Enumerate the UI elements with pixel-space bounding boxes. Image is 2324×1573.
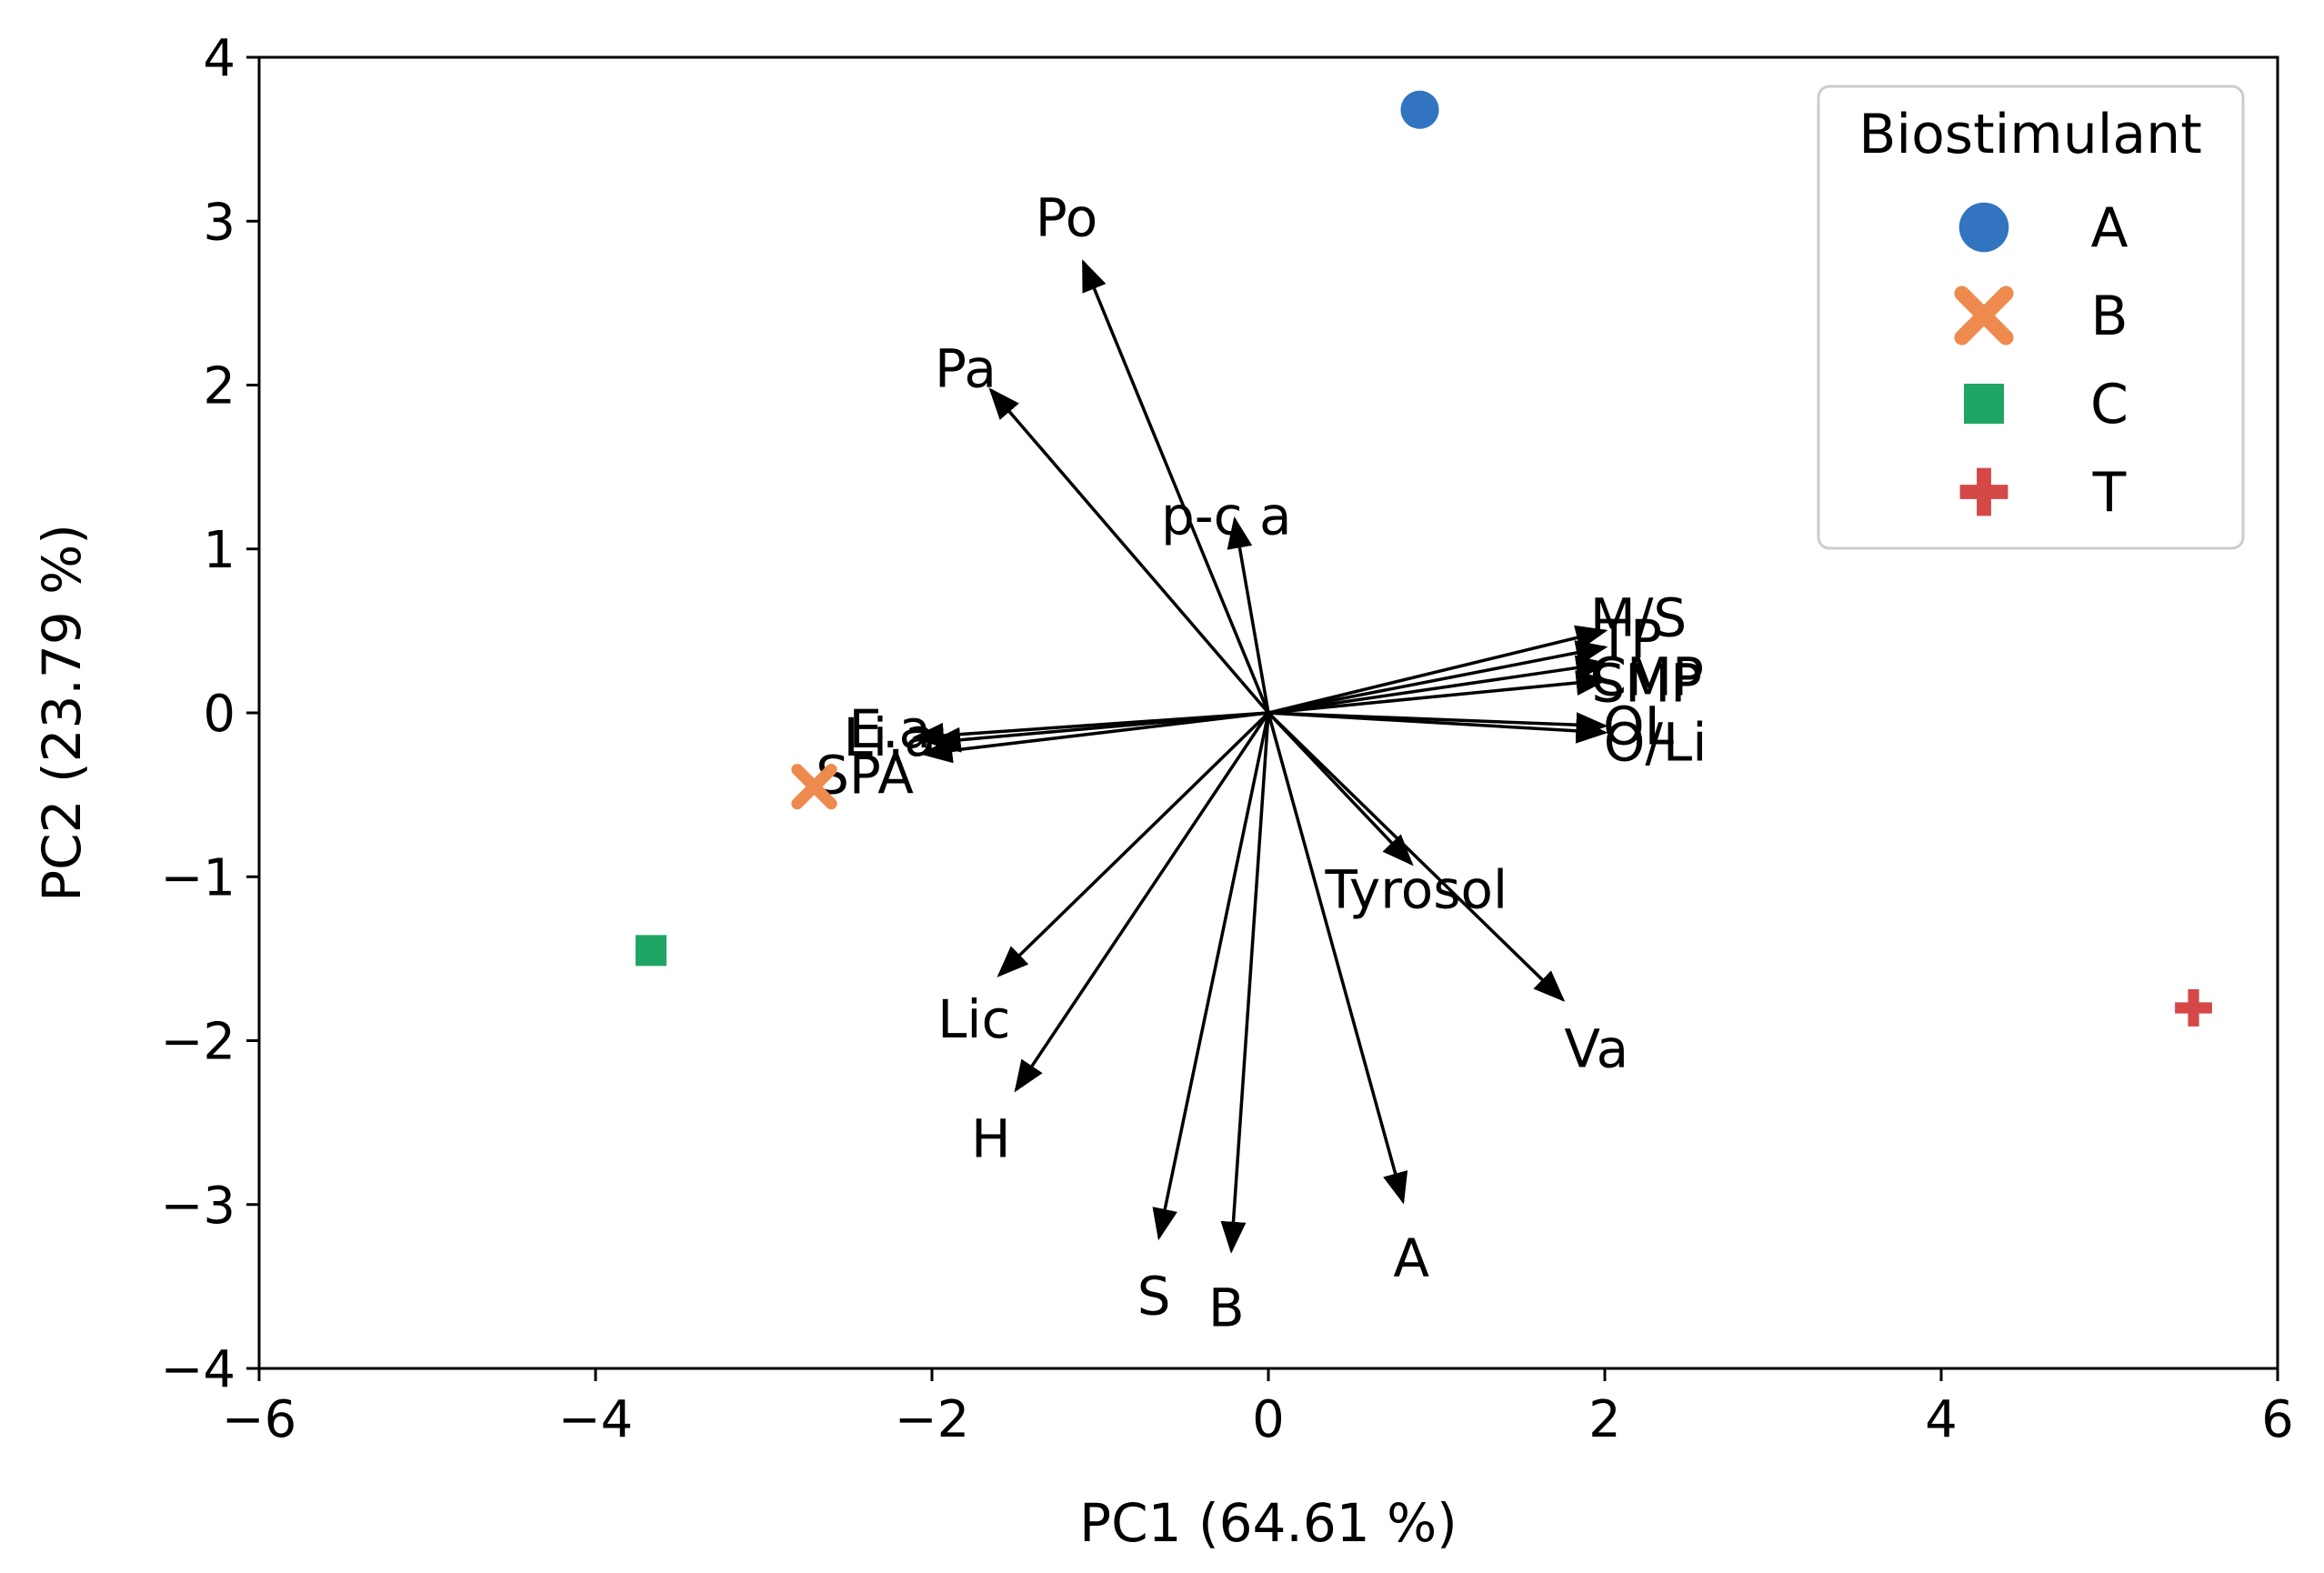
plot-frame [257,55,2279,1370]
loading-label: O/Li [1604,711,1708,773]
x-tick-label: 6 [2261,1390,2294,1449]
y-tick-label: 0 [203,685,235,744]
loading-arrow [1267,711,1608,744]
legend-title: Biostimulant [1858,103,2201,166]
legend-marker-A [1958,202,2009,253]
y-tick-label: 2 [203,357,235,416]
y-axis-label: PC2 (23.79 %) [31,524,93,902]
y-tick-label: −1 [160,848,235,907]
legend-label: T [2092,461,2127,525]
loading-arrow [1267,640,1608,715]
y-tick-label: −4 [160,1340,235,1399]
loading-label: Pa [935,337,997,399]
loading-label: S [1137,1266,1171,1328]
x-axis-ticks: −6 −4 −2 0 2 4 6 [222,1368,2294,1449]
x-axis-label: PC1 (64.61 %) [1079,1492,1458,1554]
y-tick-label: −3 [160,1177,235,1236]
loading-arrow [920,711,1269,764]
loading-label: Lic [937,988,1010,1050]
loading-label: B [1208,1277,1245,1338]
loading-label: SMP [1591,653,1702,715]
score-point-B [791,763,837,810]
score-point-C [636,935,667,967]
x-tick-label: −4 [558,1390,634,1449]
loading-label: M/S [1590,586,1687,648]
loading-arrow [928,711,1269,753]
loading-arrow [997,711,1270,977]
y-tick-label: −2 [160,1013,235,1072]
legend-marker-B [1954,286,2014,346]
loading-label: E.a [848,698,931,760]
legend-box [1817,85,2245,550]
x-tick-label: −2 [895,1390,970,1449]
loading-arrow [1081,259,1270,714]
x-tick-label: 4 [1925,1390,1958,1449]
loading-arrow [1227,516,1270,714]
loading-arrow [1267,655,1608,715]
loading-label: Va [1564,1018,1628,1080]
legend-label: B [2090,285,2128,348]
loading-arrow [988,387,1270,715]
loading-arrow [1152,712,1270,1241]
score-points [636,90,2212,1027]
y-tick-label: 1 [203,521,235,580]
loading-arrow [1267,712,1408,1205]
legend-marker-C [1964,384,2004,424]
legend-marker-T [1959,467,2008,516]
loading-label: OL [1603,695,1674,756]
loading-arrow [1014,712,1270,1093]
y-axis-ticks: −4 −3 −2 −1 0 1 2 3 4 [160,29,259,1399]
loading-arrow [1267,670,1608,715]
x-tick-label: 0 [1252,1390,1285,1449]
loading-label: CMP [1589,646,1704,707]
y-tick-label: 4 [203,29,235,88]
score-point-T [2175,989,2212,1027]
loading-label: H [971,1108,1011,1170]
loading-arrow [1267,625,1608,715]
loading-label: p-c a [1161,486,1292,547]
loading-arrow [1267,711,1566,1002]
score-point-A [1400,90,1439,129]
x-tick-label: 2 [1588,1390,1621,1449]
legend-label: C [2090,373,2129,436]
x-tick-label: −6 [222,1390,297,1449]
loading-label: Tyrosol [1325,859,1508,921]
loading-label: A [1393,1227,1429,1289]
y-tick-label: 3 [203,193,235,252]
legend-label: A [2090,196,2128,260]
loading-label: Po [1036,187,1097,249]
loading-arrow [1220,712,1270,1254]
